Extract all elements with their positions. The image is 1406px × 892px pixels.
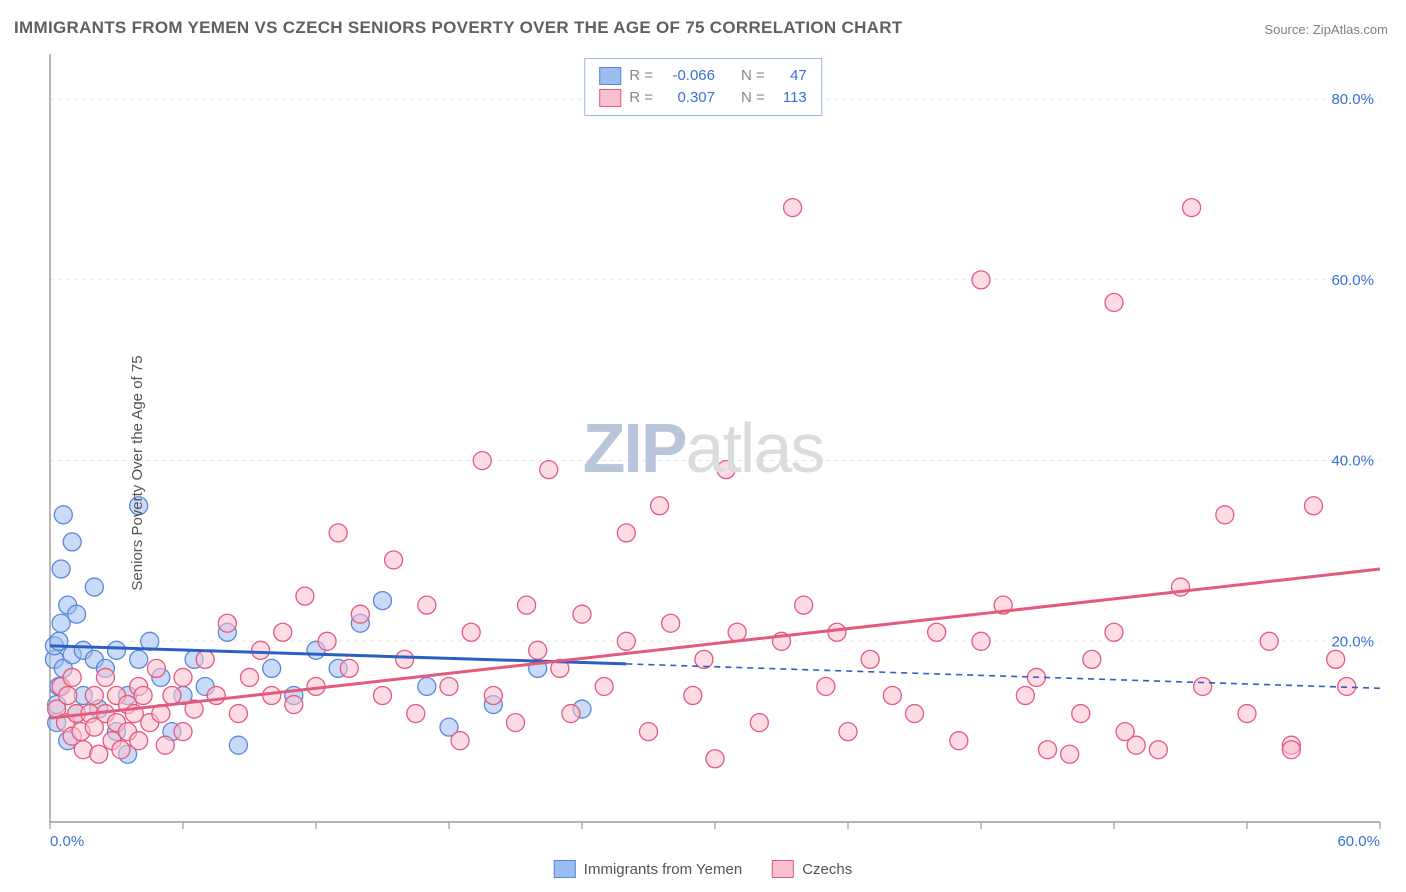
svg-text:0.0%: 0.0% <box>50 833 84 850</box>
svg-text:40.0%: 40.0% <box>1331 453 1374 470</box>
svg-text:60.0%: 60.0% <box>1331 272 1374 289</box>
legend-swatch <box>599 89 621 107</box>
legend-n-value: 47 <box>773 65 807 87</box>
watermark: ZIPatlas <box>583 408 824 488</box>
legend-swatch <box>772 860 794 878</box>
legend-r-value: 0.307 <box>661 87 715 109</box>
correlation-legend: R = -0.066 N = 47 R = 0.307 N = 113 <box>584 58 822 116</box>
legend-n-label: N = <box>741 87 765 109</box>
legend-r-label: R = <box>629 65 653 87</box>
chart-container: Seniors Poverty Over the Age of 75 20.0%… <box>0 54 1406 892</box>
legend-swatch <box>599 67 621 85</box>
legend-r-value: -0.066 <box>661 65 715 87</box>
series-label: Immigrants from Yemen <box>584 861 742 878</box>
watermark-rest: atlas <box>686 409 824 487</box>
legend-r-label: R = <box>629 87 653 109</box>
svg-text:20.0%: 20.0% <box>1331 633 1374 650</box>
svg-text:60.0%: 60.0% <box>1337 833 1380 850</box>
series-legend: Immigrants from Yemen Czechs <box>554 860 852 878</box>
legend-n-label: N = <box>741 65 765 87</box>
series-legend-item: Immigrants from Yemen <box>554 860 742 878</box>
svg-text:80.0%: 80.0% <box>1331 91 1374 108</box>
chart-source: Source: ZipAtlas.com <box>1264 22 1388 37</box>
series-label: Czechs <box>802 861 852 878</box>
chart-title: IMMIGRANTS FROM YEMEN VS CZECH SENIORS P… <box>14 18 903 38</box>
watermark-bold: ZIP <box>583 409 686 487</box>
legend-n-value: 113 <box>773 87 807 109</box>
legend-row: R = 0.307 N = 113 <box>599 87 807 109</box>
source-name: ZipAtlas.com <box>1313 22 1388 37</box>
source-label: Source: <box>1264 22 1309 37</box>
legend-row: R = -0.066 N = 47 <box>599 65 807 87</box>
legend-swatch <box>554 860 576 878</box>
series-legend-item: Czechs <box>772 860 852 878</box>
y-axis-label: Seniors Poverty Over the Age of 75 <box>129 355 146 590</box>
